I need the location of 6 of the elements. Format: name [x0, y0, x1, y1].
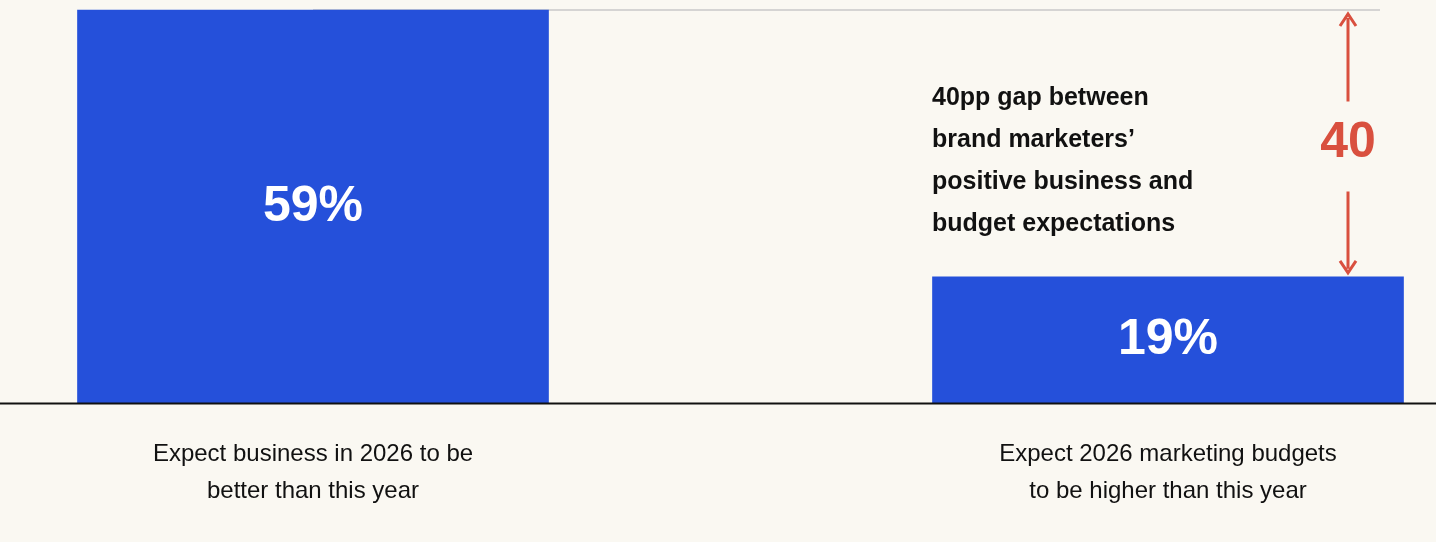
annotation: 40 [1320, 112, 1376, 169]
data-label: 19% [1117, 309, 1219, 365]
x-tick-label: Expect business in 2026 to be better than this year [152, 438, 474, 504]
data-label: 59% [262, 175, 364, 232]
annotation: 40pp gap between brand marketers’ positive business and budget expectations [932, 81, 1194, 236]
x-tick-label: Expect 2026 marketing budgets to be higher than this year [999, 438, 1337, 504]
